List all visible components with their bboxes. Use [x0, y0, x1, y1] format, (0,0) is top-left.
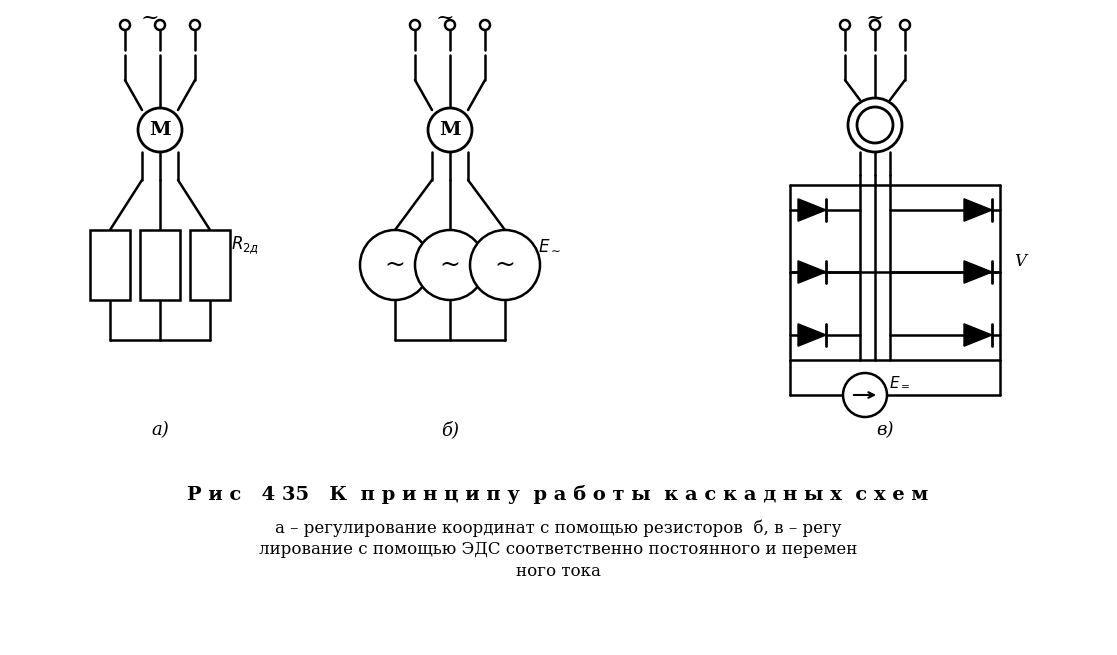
Circle shape	[155, 20, 165, 30]
Text: ~: ~	[384, 253, 405, 276]
Polygon shape	[798, 324, 825, 346]
Text: $E_{=}$: $E_{=}$	[889, 375, 910, 389]
Circle shape	[470, 230, 540, 300]
Text: $R_{2д}$: $R_{2д}$	[231, 234, 259, 256]
Circle shape	[416, 230, 485, 300]
Circle shape	[848, 98, 903, 152]
Polygon shape	[964, 324, 992, 346]
Polygon shape	[964, 261, 992, 283]
Text: ~: ~	[440, 253, 460, 276]
Text: Р и с   4 35   К  п р и н ц и п у  р а б о т ы  к а с к а д н ы х  с х е м: Р и с 4 35 К п р и н ц и п у р а б о т ы…	[188, 485, 928, 504]
Circle shape	[360, 230, 430, 300]
Text: ~: ~	[436, 7, 455, 29]
Circle shape	[870, 20, 880, 30]
Text: $E_\sim$: $E_\sim$	[538, 236, 562, 253]
Text: V: V	[1014, 253, 1027, 271]
Text: в): в)	[876, 421, 894, 439]
Text: а): а)	[151, 421, 169, 439]
Polygon shape	[798, 261, 825, 283]
Bar	[90, 230, 130, 300]
Circle shape	[840, 20, 850, 30]
Circle shape	[900, 20, 910, 30]
Circle shape	[139, 108, 182, 152]
Text: M: M	[150, 121, 171, 139]
Circle shape	[428, 108, 472, 152]
Text: лирование с помощью ЭДС соответственно постоянного и перемен: лирование с помощью ЭДС соответственно п…	[259, 542, 857, 559]
Circle shape	[190, 20, 200, 30]
Circle shape	[480, 20, 490, 30]
Text: ~: ~	[866, 7, 885, 29]
Circle shape	[410, 20, 420, 30]
Polygon shape	[964, 199, 992, 221]
Text: а – регулирование координат с помощью резисторов  б, в – регу: а – регулирование координат с помощью ре…	[275, 519, 841, 536]
Text: ~: ~	[495, 253, 515, 276]
Circle shape	[843, 373, 887, 417]
Text: ~: ~	[141, 7, 160, 29]
Bar	[140, 230, 180, 300]
Circle shape	[445, 20, 455, 30]
Circle shape	[120, 20, 130, 30]
Text: б): б)	[441, 421, 459, 439]
Text: ного тока: ного тока	[516, 563, 601, 580]
Text: M: M	[439, 121, 461, 139]
Polygon shape	[798, 199, 825, 221]
Circle shape	[857, 107, 892, 143]
Bar	[190, 230, 230, 300]
